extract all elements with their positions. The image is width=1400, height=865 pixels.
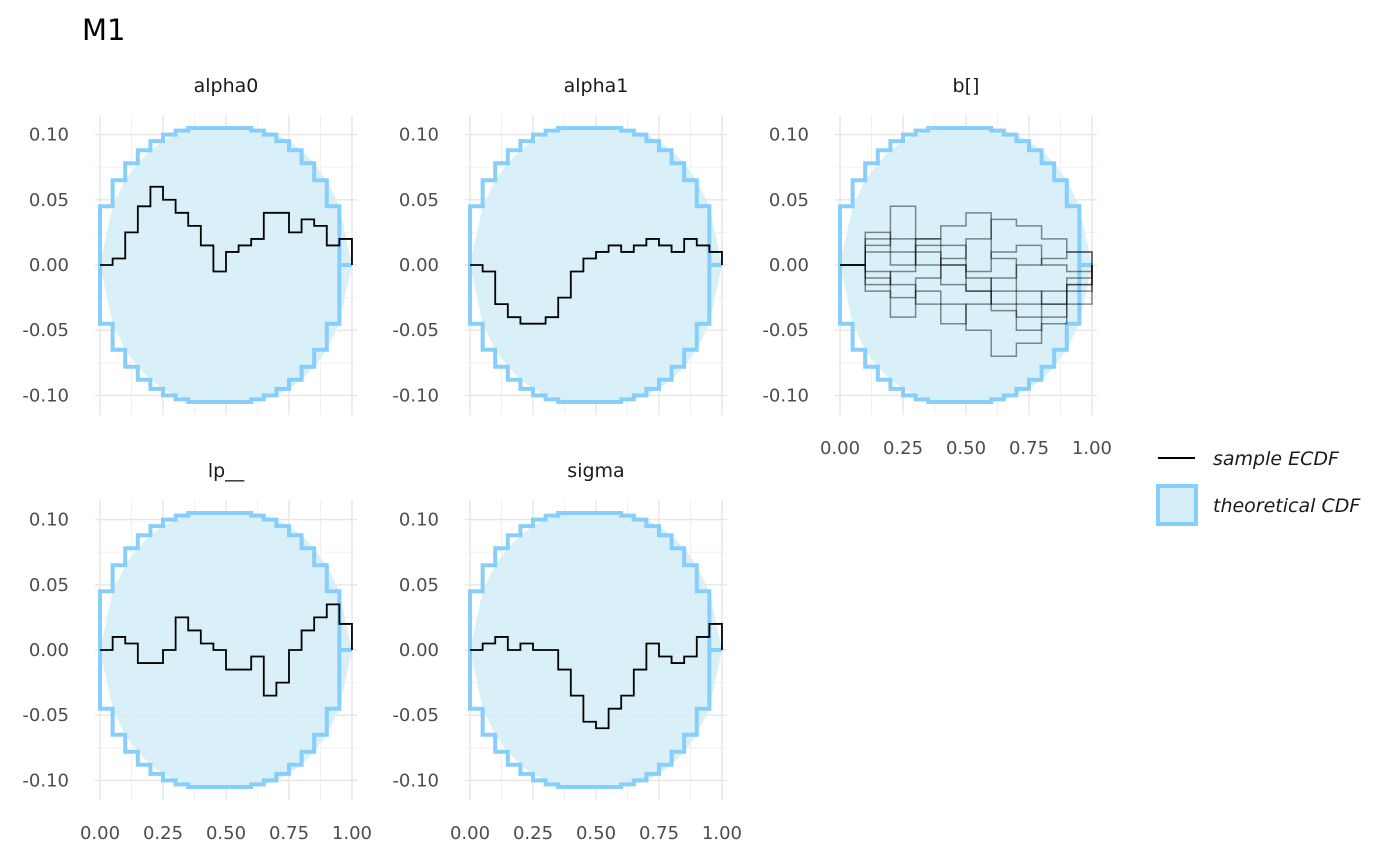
x-tick-label: 0.00 [450,823,490,844]
theoretical-band-lower [98,648,352,789]
sample-ecdf-line [840,238,1093,331]
x-tick-label: 0.00 [80,823,120,844]
y-tick-label: 0.00 [399,640,439,661]
panel-strip-title: alpha1 [564,75,629,97]
sample-ecdf-line [100,603,353,697]
theoretical-band-upper [98,511,352,652]
theoretical-band-upper [468,126,722,267]
x-tick-label: 0.50 [576,823,616,844]
x-tick-label: 0.25 [143,823,183,844]
theoretical-band-upper [838,126,1092,267]
y-tick-label: -0.05 [22,705,69,726]
theoretical-band-fill [470,128,722,402]
theoretical-band-lower [468,648,722,789]
x-tick-label: 0.75 [639,823,679,844]
chart-title: M1 [82,13,125,47]
panel-b: b[] 0.10 0.05 0.00 -0.05 -0.10 0.00 0.25 0.50 0.7… [762,75,1112,459]
sample-ecdf-line [840,264,1093,325]
x-tick-label: 0.50 [946,438,986,459]
sample-ecdf-line [100,185,353,273]
y-tick-label: 0.10 [399,510,439,531]
y-tick-label: -0.05 [392,705,439,726]
panel-alpha0: alpha0 0.10 0.05 0.00 -0.05 -0.10 [22,75,357,415]
panel-lp: lp__ 0.10 0.05 0.00 -0.05 -0.10 0.00 0.25 0.50 0.… [22,460,372,844]
panel-alpha1: alpha1 0.10 0.05 0.00 -0.05 -0.10 [392,75,727,415]
y-tick-label: -0.10 [22,770,69,791]
y-tick-label: 0.05 [29,575,69,596]
y-tick-label: 0.05 [29,190,69,211]
y-tick-label: 0.00 [769,255,809,276]
theoretical-band-lower [468,263,722,404]
x-tick-label: 0.50 [206,823,246,844]
y-tick-label: 0.10 [399,125,439,146]
y-tick-label: 0.10 [29,125,69,146]
y-tick-label: 0.00 [399,255,439,276]
legend-label-sample-ecdf: sample ECDF [1213,448,1340,470]
x-tick-label: 0.25 [513,823,553,844]
y-tick-label: -0.05 [762,320,809,341]
sample-ecdf-line [840,264,1093,358]
y-tick-label: 0.10 [29,510,69,531]
x-tick-label: 0.00 [820,438,860,459]
theoretical-band-upper [98,126,352,267]
x-tick-label: 0.25 [883,438,923,459]
y-tick-label: 0.00 [29,640,69,661]
sample-ecdf-line [840,231,1093,273]
legend-label-theoretical-cdf: theoretical CDF [1213,495,1361,517]
panel-strip-title: alpha0 [194,75,259,97]
y-tick-label: -0.05 [22,320,69,341]
theoretical-band-fill [840,128,1092,402]
facet-panels: alpha0 0.10 0.05 0.00 -0.05 -0.10 alpha1 0.10 0.… [22,75,1112,844]
y-tick-label: 0.05 [769,190,809,211]
theoretical-band-lower [838,263,1092,404]
panel-sigma: sigma 0.10 0.05 0.00 -0.05 -0.10 0.00 0.25 0.50 0… [392,460,742,844]
sample-ecdf-line [840,238,1093,292]
sample-ecdf-line [470,623,723,730]
sample-ecdf-line [840,205,1093,305]
x-tick-label: 1.00 [332,823,372,844]
y-tick-label: 0.00 [29,255,69,276]
legend-key-theoretical-cdf [1156,484,1198,526]
y-tick-label: 0.05 [399,190,439,211]
x-tick-label: 0.75 [1009,438,1049,459]
sample-ecdf-line [470,238,723,325]
y-tick-label: -0.10 [762,385,809,406]
panel-strip-title: lp__ [208,460,245,482]
y-tick-label: -0.10 [22,385,69,406]
x-tick-label: 1.00 [702,823,742,844]
sample-ecdf-line [840,218,1093,299]
x-tick-label: 0.75 [269,823,309,844]
theoretical-band-upper [468,511,722,652]
y-tick-label: 0.05 [399,575,439,596]
y-tick-label: 0.10 [769,125,809,146]
y-tick-label: -0.10 [392,385,439,406]
x-tick-label: 1.00 [1072,438,1112,459]
panel-strip-title: sigma [567,460,624,482]
theoretical-band-fill [470,513,722,787]
panel-strip-title: b[] [953,75,980,97]
theoretical-band-lower [98,263,352,404]
legend: sample ECDF theoretical CDF [1156,448,1361,526]
sample-ecdf-line [840,251,1093,318]
y-tick-label: -0.10 [392,770,439,791]
y-tick-label: -0.05 [392,320,439,341]
